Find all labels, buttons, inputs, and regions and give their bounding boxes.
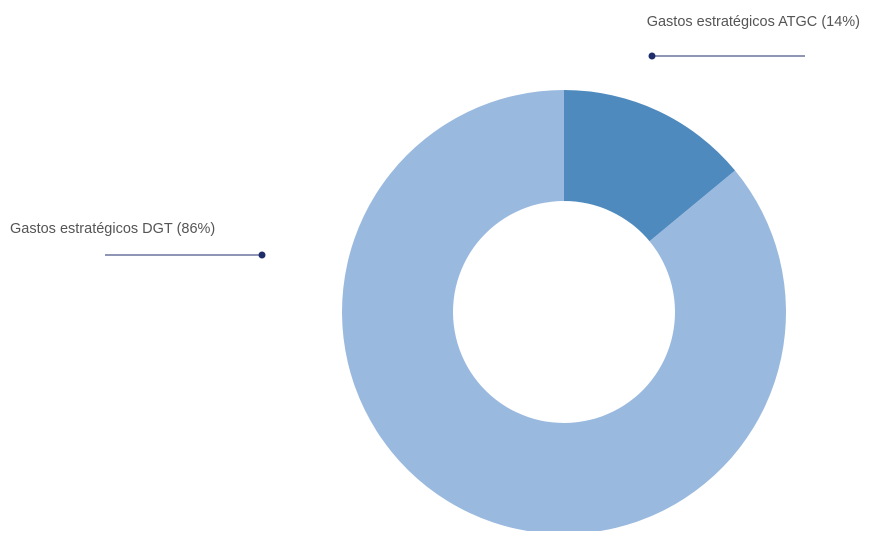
segment-label: Gastos estratégicos ATGC (14%) bbox=[647, 14, 860, 30]
label-value: (14%) bbox=[821, 14, 860, 30]
label-value: (86%) bbox=[177, 221, 216, 237]
donut-segment bbox=[564, 90, 736, 242]
donut-segment bbox=[342, 90, 786, 534]
label-name: Gastos estratégicos ATGC bbox=[647, 14, 818, 30]
label-name: Gastos estratégicos DGT bbox=[10, 221, 173, 237]
segment-label: Gastos estratégicos DGT (86%) bbox=[10, 221, 215, 237]
leader-dot bbox=[258, 251, 266, 259]
leader-dot bbox=[648, 52, 656, 60]
